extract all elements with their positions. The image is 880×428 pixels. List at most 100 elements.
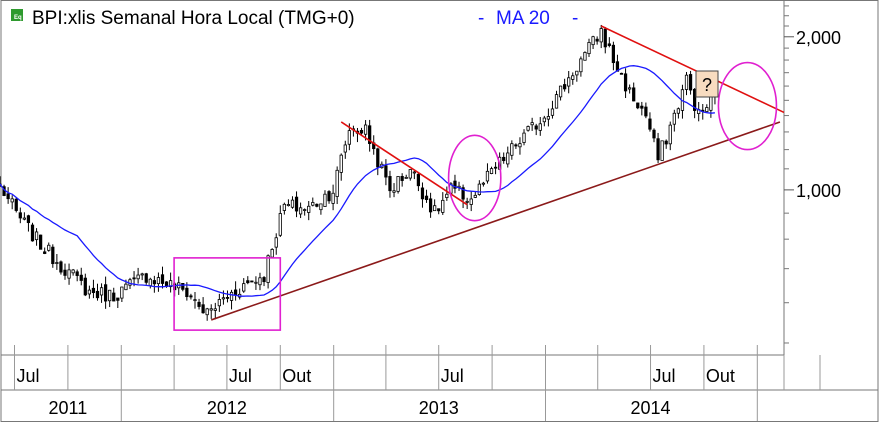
candle [229, 291, 234, 301]
x-year-label: 2011 [49, 398, 88, 418]
candle [331, 192, 335, 204]
candle [197, 301, 201, 307]
candle [339, 154, 343, 173]
candle [185, 287, 189, 298]
candle [266, 255, 270, 283]
ma-20-line [0, 65, 715, 297]
candle [392, 190, 396, 193]
candle [262, 277, 266, 283]
trendline-resistance-2014 [600, 25, 785, 114]
candle [209, 308, 213, 311]
x-year-label: 2014 [631, 398, 671, 418]
candle [388, 176, 392, 192]
ma-legend-label: MA 20 [496, 8, 550, 29]
candle [189, 295, 193, 298]
candle [120, 286, 124, 299]
candle [583, 52, 587, 61]
candle [148, 278, 152, 287]
candle [648, 118, 652, 130]
candle [363, 124, 368, 135]
candle [282, 203, 286, 211]
candle [22, 217, 26, 220]
candle [412, 171, 416, 174]
candle [347, 130, 351, 145]
candle [428, 198, 433, 213]
candle [709, 96, 713, 111]
candle [217, 299, 221, 307]
candle [51, 246, 55, 265]
chart-header: Eq BPI:xlis Semanal Hora Local (TMG+0) -… [11, 8, 578, 29]
candle [18, 212, 22, 219]
chart-settings-icon[interactable] [11, 9, 23, 21]
candle [75, 271, 79, 276]
candle [278, 213, 282, 236]
question-annotation: ? [695, 70, 719, 98]
candle [152, 280, 156, 285]
candle [294, 196, 299, 212]
ma-legend-trail: - [572, 8, 578, 29]
candle [258, 277, 262, 286]
candle [510, 143, 514, 156]
candle [43, 251, 47, 254]
candle [181, 283, 185, 290]
candle [705, 107, 709, 112]
candle [168, 280, 173, 288]
candle [270, 249, 274, 258]
chart-title: BPI:xlis Semanal Hora Local (TMG+0) [32, 8, 355, 29]
candle [571, 75, 575, 80]
candle [502, 156, 506, 162]
candle [6, 193, 10, 200]
candle [534, 125, 538, 130]
candle [693, 88, 697, 111]
question-label: ? [702, 75, 712, 95]
x-month-label: Jul [653, 366, 676, 386]
candle [233, 289, 238, 296]
question-box [695, 70, 719, 98]
candle [95, 290, 100, 299]
candle [538, 123, 542, 131]
candle [668, 124, 672, 145]
candle [55, 262, 59, 264]
candle [132, 277, 136, 280]
candle [469, 198, 473, 205]
candle [477, 183, 481, 195]
candle [660, 140, 664, 161]
x-month-label: Out [706, 366, 735, 386]
candle [290, 199, 295, 208]
highlight-regions [173, 61, 778, 331]
candle [87, 289, 91, 295]
candle [112, 292, 116, 302]
candle [599, 28, 603, 43]
highlight-ellipse [447, 134, 502, 222]
candle [67, 269, 71, 279]
candle [481, 182, 486, 185]
header-separator: - [478, 8, 484, 29]
candle [327, 191, 331, 202]
candle [79, 274, 83, 281]
candle [205, 308, 209, 316]
candle [242, 283, 246, 292]
candle [603, 28, 607, 48]
candle [26, 215, 31, 224]
candle [461, 187, 465, 200]
x-year-label: 2012 [207, 398, 247, 418]
candle [424, 195, 429, 201]
candle [47, 244, 51, 251]
candle [124, 283, 128, 291]
candle [416, 173, 421, 187]
candle [579, 58, 583, 73]
candle [298, 207, 303, 215]
candle [607, 43, 611, 46]
candle [433, 205, 437, 212]
candle [595, 38, 599, 42]
candle [437, 208, 441, 212]
candle [567, 77, 571, 87]
candle [83, 277, 87, 296]
candle [140, 273, 144, 276]
candle [14, 198, 18, 211]
candle [254, 281, 258, 284]
candle [213, 308, 217, 311]
candle [408, 169, 412, 179]
candle [420, 187, 425, 200]
candle [59, 261, 63, 273]
